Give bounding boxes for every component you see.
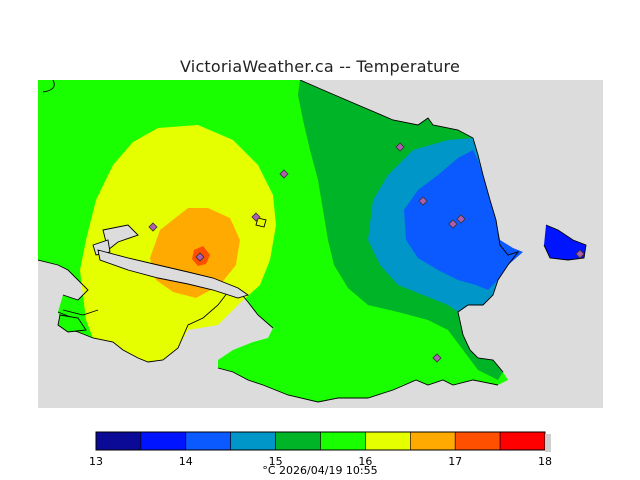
legend-band (230, 431, 276, 451)
legend-tick-label: 14 (178, 455, 193, 468)
temperature-contour-map (38, 80, 603, 408)
legend-band (365, 431, 411, 451)
legend-tick-label: 15 (268, 455, 283, 468)
station-marker (195, 252, 205, 262)
station-marker (148, 222, 158, 232)
legend-tick-label: 18 (538, 455, 552, 468)
legend-band (140, 431, 187, 451)
legend-tick-label: 17 (448, 455, 463, 468)
legend-tick-label: 13 (89, 455, 103, 468)
station-marker (575, 249, 585, 259)
station-marker (456, 214, 466, 224)
contour-band-13-5 (544, 225, 586, 260)
legend-shadow (545, 434, 551, 452)
station-marker (279, 169, 289, 179)
coastline (38, 80, 587, 403)
legend-band (409, 431, 456, 451)
legend-unit-timestamp: °C 2026/04/19 10:55 (262, 464, 378, 477)
legend-band (185, 431, 232, 451)
station-marker (251, 212, 261, 222)
legend-band (275, 431, 321, 451)
island-west (57, 314, 87, 333)
inlet-water (97, 249, 250, 299)
station-marker (418, 196, 428, 206)
station-markers (148, 142, 585, 363)
legend-band (499, 431, 546, 451)
legend-tick-label: 16 (358, 455, 373, 468)
station-marker (432, 353, 442, 363)
station-marker (448, 219, 458, 229)
station-marker (395, 142, 405, 152)
legend-band (454, 431, 501, 451)
legend-band (95, 431, 142, 451)
map-title: VictoriaWeather.ca -- Temperature (180, 57, 460, 76)
legend-band (320, 431, 366, 451)
